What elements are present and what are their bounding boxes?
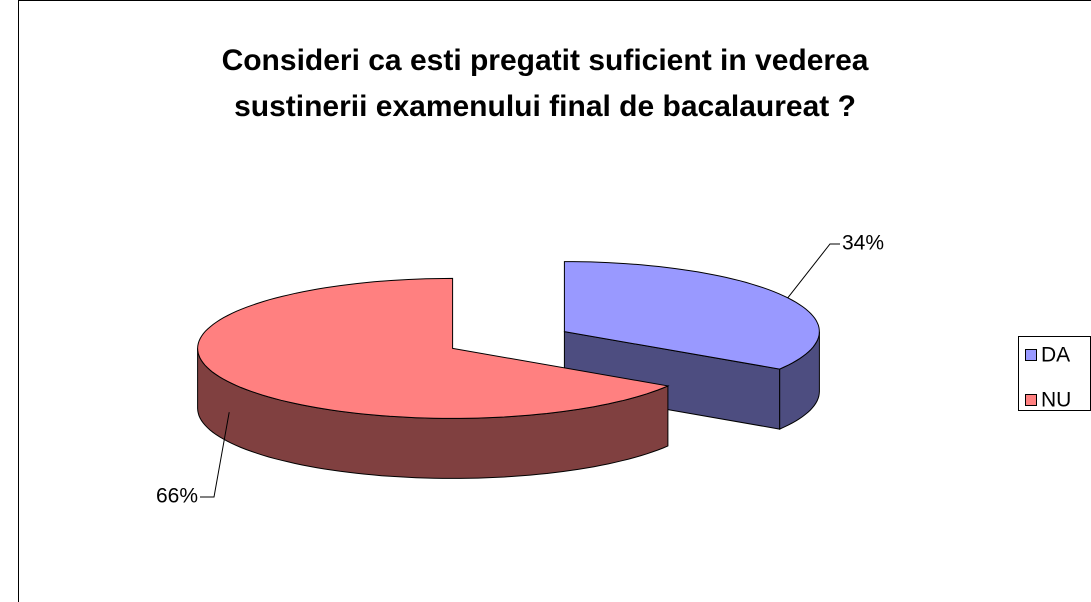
slice [197, 277, 670, 419]
leader-line [200, 412, 230, 498]
legend-label: NU [1041, 389, 1071, 412]
legend-swatch [1025, 349, 1037, 361]
legend-label: DA [1041, 344, 1070, 367]
chart-frame [18, 0, 1091, 602]
legend-swatch [1025, 394, 1037, 406]
data-label: 34% [842, 232, 884, 255]
leader-line [787, 243, 840, 299]
data-label: 66% [156, 485, 198, 508]
chart-title: Consideri ca esti pregatit suficient in … [221, 44, 869, 123]
